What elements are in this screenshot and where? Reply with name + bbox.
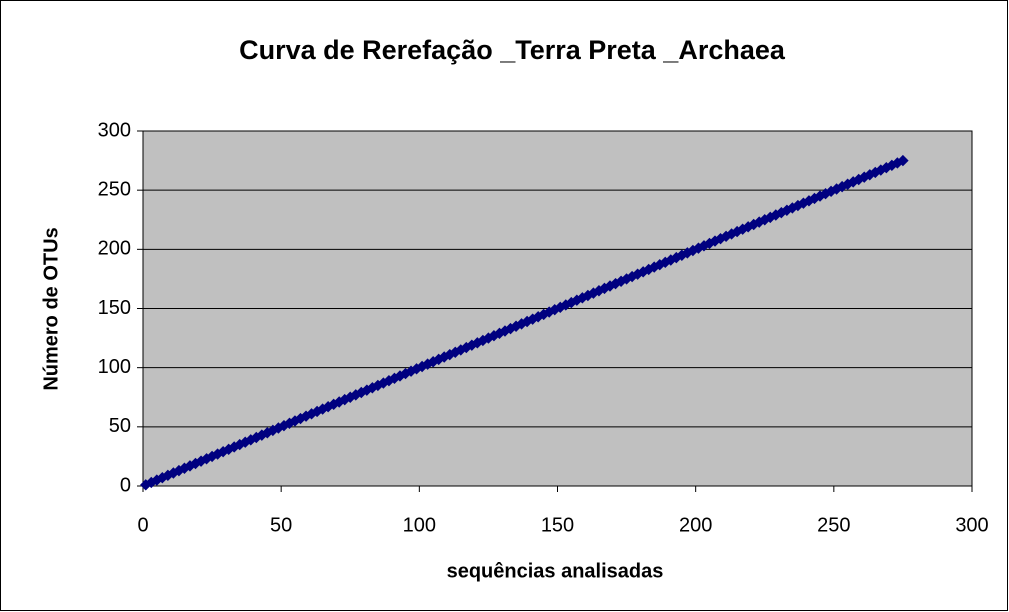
- x-tick-label: 50: [270, 514, 292, 536]
- x-tick-label: 100: [403, 514, 436, 536]
- chart-title: Curva de Rerefação _Terra Preta _Archaea: [239, 35, 786, 65]
- y-tick-label: 100: [98, 356, 131, 378]
- x-tick-label: 200: [679, 514, 712, 536]
- y-tick-label: 300: [98, 119, 131, 141]
- y-tick-label: 0: [120, 474, 131, 496]
- y-tick-label: 200: [98, 238, 131, 260]
- y-axis-label: Número de OTUs: [40, 227, 62, 390]
- y-tick-label: 250: [98, 178, 131, 200]
- x-tick-label: 0: [137, 514, 148, 536]
- y-tick-label: 50: [109, 415, 131, 437]
- point: [897, 154, 909, 167]
- plot-border: [142, 130, 973, 487]
- x-tick-label: 250: [817, 514, 850, 536]
- x-tick-label: 300: [955, 514, 988, 536]
- x-axis-label: sequências analisadas: [447, 560, 664, 582]
- x-tick-label: 150: [541, 514, 574, 536]
- y-tick-label: 150: [98, 297, 131, 319]
